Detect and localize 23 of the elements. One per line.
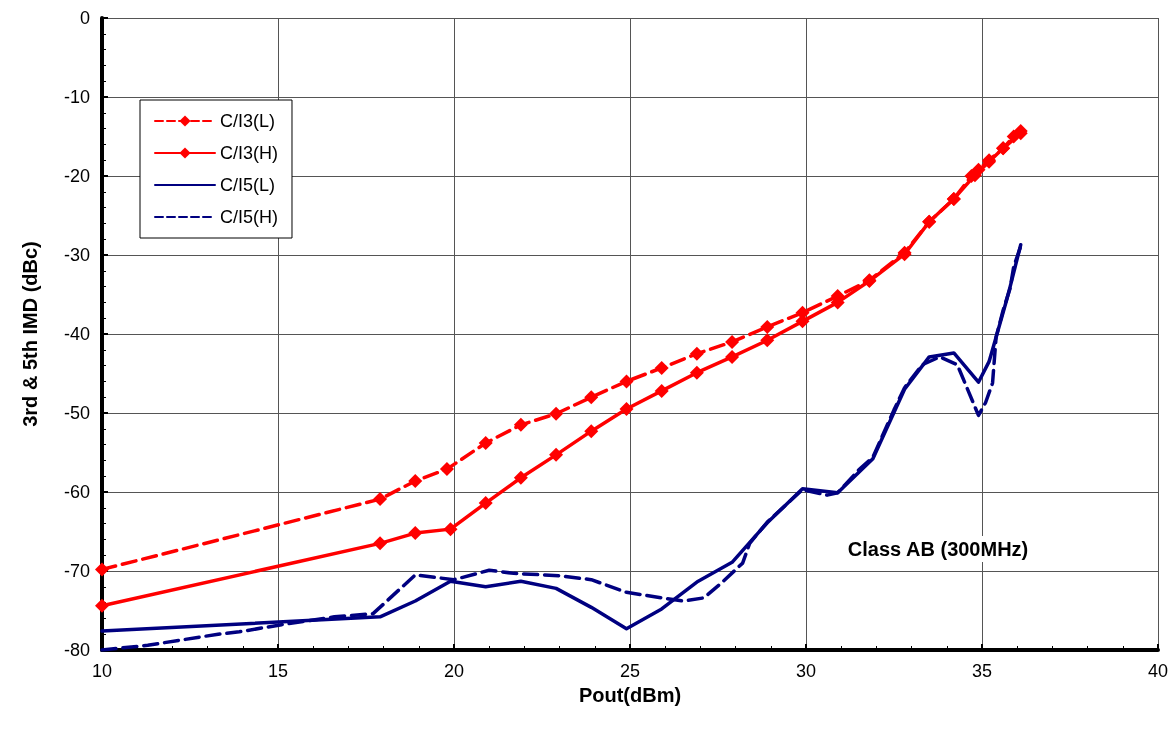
y-tick-label: -70 bbox=[63, 561, 90, 581]
x-axis-title: Pout(dBm) bbox=[578, 683, 682, 706]
y-tick-label: -20 bbox=[63, 166, 90, 186]
y-axis-title: 3rd & 5th IMD (dBc) bbox=[19, 241, 41, 427]
legend-label: C/I5(L) bbox=[220, 175, 276, 195]
y-tick-label: 0 bbox=[79, 8, 90, 28]
x-tick-label: 30 bbox=[795, 661, 817, 681]
x-tick-label: 25 bbox=[619, 661, 641, 681]
annotation: Class AB (300MHz) bbox=[847, 538, 1029, 560]
x-tick-label: 40 bbox=[1147, 661, 1169, 681]
x-tick-label: 15 bbox=[267, 661, 289, 681]
y-tick-label: -10 bbox=[63, 87, 90, 107]
x-tick-label: 20 bbox=[443, 661, 465, 681]
legend-label: C/I5(H) bbox=[220, 207, 278, 227]
y-tick-label: -60 bbox=[63, 482, 90, 502]
x-tick-label: 35 bbox=[971, 661, 993, 681]
y-tick-label: -50 bbox=[63, 403, 90, 423]
x-tick-label: 10 bbox=[91, 661, 113, 681]
y-tick-label: -30 bbox=[63, 245, 90, 265]
y-tick-label: -40 bbox=[63, 324, 90, 344]
legend-label: C/I3(H) bbox=[220, 143, 278, 163]
y-tick-label: -80 bbox=[63, 640, 90, 660]
legend-label: C/I3(L) bbox=[220, 111, 276, 131]
